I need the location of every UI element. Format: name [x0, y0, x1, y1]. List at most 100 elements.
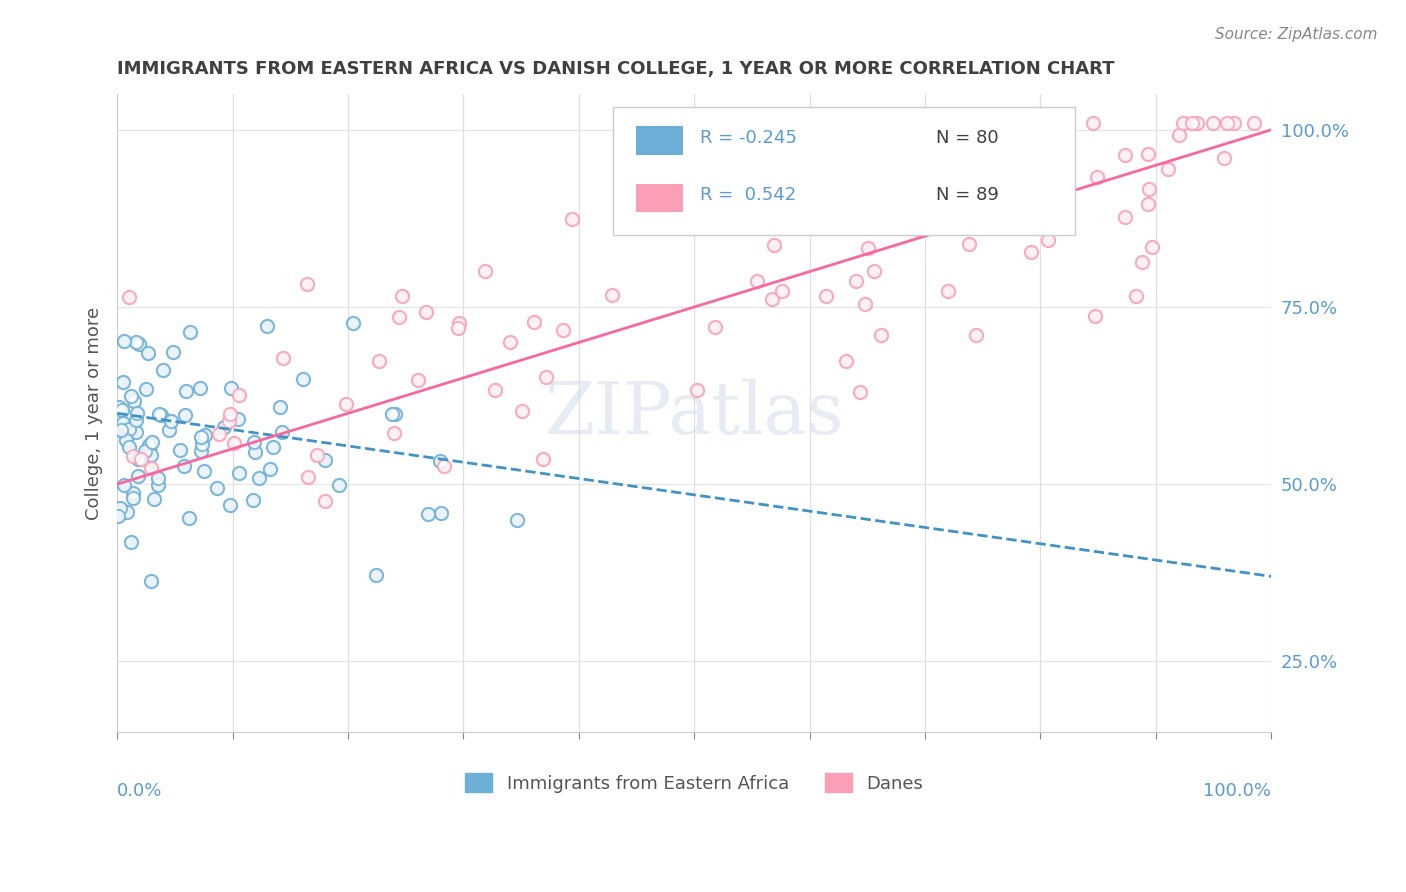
Point: [523, 315, 546, 329]
Point: [738, 180, 761, 194]
Point: [418, 507, 440, 521]
Point: [704, 319, 727, 334]
Point: [748, 124, 770, 138]
Point: [228, 388, 250, 402]
Point: [534, 369, 557, 384]
Point: [146, 478, 169, 492]
Point: [1139, 182, 1161, 196]
Point: [305, 448, 328, 462]
Point: [965, 328, 987, 343]
Point: [112, 416, 135, 430]
Point: [188, 381, 211, 395]
Point: [770, 284, 793, 298]
Point: [135, 382, 157, 396]
Point: [384, 407, 406, 421]
Point: [447, 321, 470, 335]
Point: [193, 428, 215, 442]
Point: [1084, 309, 1107, 323]
Point: [179, 325, 201, 339]
Point: [1223, 116, 1246, 130]
Point: [222, 436, 245, 450]
Point: [814, 288, 837, 302]
Point: [510, 404, 533, 418]
Point: [832, 118, 855, 132]
Point: [328, 477, 350, 491]
Point: [1084, 309, 1107, 323]
Point: [124, 394, 146, 409]
Point: [128, 336, 150, 351]
Point: [121, 485, 143, 500]
Point: [941, 219, 963, 234]
Point: [551, 323, 574, 337]
Text: N = 80: N = 80: [936, 128, 1000, 147]
Point: [179, 511, 201, 525]
Y-axis label: College, 1 year or more: College, 1 year or more: [86, 307, 103, 520]
Point: [127, 407, 149, 421]
Point: [226, 412, 249, 426]
Point: [193, 428, 215, 442]
Point: [208, 427, 231, 442]
Point: [262, 440, 284, 454]
Point: [449, 316, 471, 330]
Point: [314, 453, 336, 467]
Point: [162, 345, 184, 359]
Point: [120, 389, 142, 403]
Text: Source: ZipAtlas.com: Source: ZipAtlas.com: [1215, 27, 1378, 42]
Text: 100.0%: 100.0%: [1204, 782, 1271, 800]
Point: [173, 458, 195, 473]
Point: [228, 466, 250, 480]
Point: [173, 458, 195, 473]
Point: [1187, 116, 1209, 130]
Point: [941, 219, 963, 234]
Text: ZIPatlas: ZIPatlas: [544, 378, 844, 449]
Point: [125, 413, 148, 427]
Point: [1139, 182, 1161, 196]
Point: [382, 425, 405, 440]
Point: [914, 121, 936, 136]
Point: [832, 118, 855, 132]
Point: [118, 290, 141, 304]
Point: [510, 404, 533, 418]
Point: [112, 334, 135, 348]
Point: [551, 323, 574, 337]
Point: [207, 481, 229, 495]
Point: [418, 507, 440, 521]
Point: [112, 477, 135, 491]
Point: [247, 471, 270, 485]
Point: [125, 425, 148, 440]
Point: [146, 471, 169, 485]
Point: [110, 423, 132, 437]
Point: [135, 382, 157, 396]
Text: IMMIGRANTS FROM EASTERN AFRICA VS DANISH COLLEGE, 1 YEAR OR MORE CORRELATION CHA: IMMIGRANTS FROM EASTERN AFRICA VS DANISH…: [117, 60, 1115, 78]
Point: [523, 315, 546, 329]
Point: [190, 443, 212, 458]
Point: [1216, 116, 1239, 130]
Point: [218, 413, 240, 427]
Point: [271, 425, 294, 439]
Point: [1045, 116, 1067, 130]
Point: [1136, 146, 1159, 161]
Point: [391, 289, 413, 303]
Point: [1157, 162, 1180, 177]
Point: [866, 178, 889, 192]
Point: [219, 381, 242, 395]
Point: [366, 568, 388, 582]
Point: [138, 438, 160, 452]
Point: [600, 288, 623, 302]
Legend: Immigrants from Eastern Africa, Danes: Immigrants from Eastern Africa, Danes: [458, 766, 931, 800]
Point: [112, 334, 135, 348]
Point: [212, 419, 235, 434]
Point: [297, 470, 319, 484]
Point: [111, 376, 134, 390]
Point: [866, 178, 889, 192]
Point: [366, 568, 388, 582]
Point: [152, 362, 174, 376]
Point: [139, 448, 162, 462]
Point: [110, 501, 132, 516]
Point: [142, 492, 165, 507]
Point: [242, 435, 264, 450]
Point: [1136, 197, 1159, 211]
Point: [139, 460, 162, 475]
Point: [127, 452, 149, 467]
FancyBboxPatch shape: [637, 127, 682, 155]
